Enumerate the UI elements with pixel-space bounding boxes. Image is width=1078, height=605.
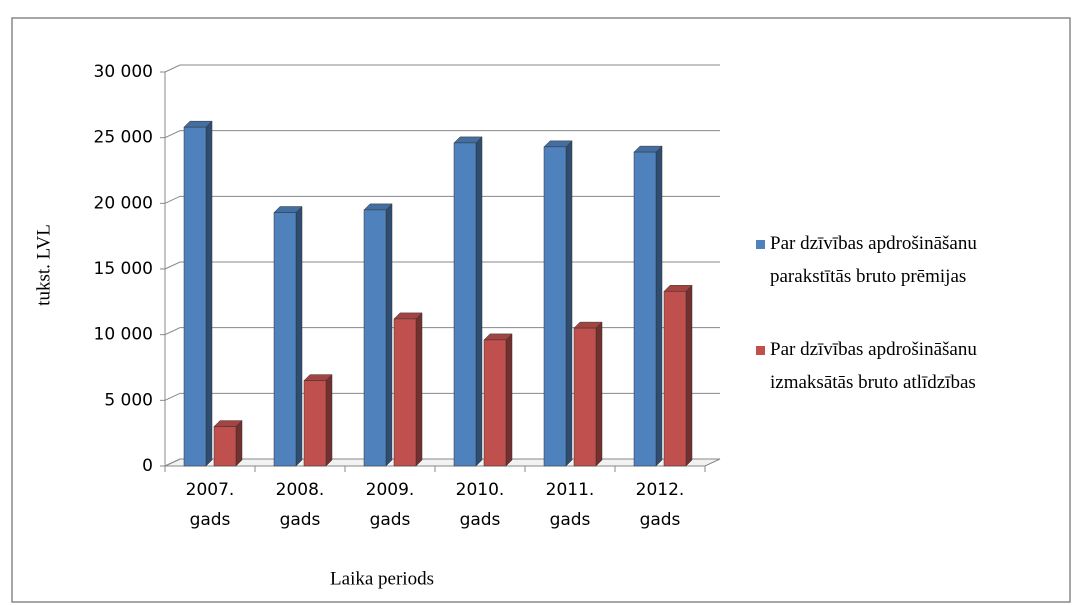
bar <box>303 374 333 467</box>
legend-swatch <box>756 240 765 249</box>
bar <box>663 284 693 467</box>
x-axis-label: Laika periods <box>330 568 434 589</box>
bar-front <box>363 209 387 467</box>
bar-side <box>565 140 573 467</box>
grid-line <box>164 195 720 204</box>
y-tick-label: 30 000 <box>94 62 153 82</box>
grid-line <box>164 327 720 336</box>
bar-side <box>415 312 423 467</box>
bar-side <box>295 205 303 467</box>
y-tick-label: 25 000 <box>94 128 153 148</box>
bar-front <box>483 339 507 467</box>
x-tick-label: 2012. gads <box>636 480 685 530</box>
bar-side <box>235 419 243 467</box>
legend-label: Par dzīvības apdrošināšanu izmaksātās bru… <box>770 339 977 393</box>
bar <box>393 312 423 467</box>
y-axis-label: tukst. LVL <box>33 224 54 306</box>
bar-front <box>213 426 237 467</box>
bar <box>363 203 393 467</box>
x-tick-label: 2011. gads <box>546 480 595 530</box>
bar-side <box>325 374 333 467</box>
bar <box>453 136 483 467</box>
y-tick-label: 15 000 <box>94 259 153 279</box>
bar-front <box>393 318 417 467</box>
x-tick-label: 2007. gads <box>186 480 235 530</box>
bar-front <box>633 151 657 467</box>
y-tick-label: 10 000 <box>94 325 153 345</box>
bar <box>183 120 213 467</box>
bar-front <box>273 212 297 467</box>
legend-label: Par dzīvības apdrošināšanu parakstītās br… <box>770 233 977 287</box>
legend-swatch <box>756 346 765 355</box>
bar <box>273 205 303 467</box>
bar-side <box>205 120 213 467</box>
bar <box>543 140 573 467</box>
y-tick-label: 5 000 <box>104 390 153 410</box>
bar-side <box>685 284 693 467</box>
bar <box>573 321 603 467</box>
x-tick-label: 2008. gads <box>276 480 325 530</box>
grid-line <box>164 392 720 401</box>
bar-front <box>663 291 687 467</box>
grid-line <box>164 458 720 467</box>
x-tick-label: 2009. gads <box>366 480 415 530</box>
y-tick-label: 0 <box>142 456 153 476</box>
bar-front <box>183 126 207 467</box>
bar-front <box>303 380 327 467</box>
bar <box>483 333 513 467</box>
bar-side <box>505 333 513 467</box>
bar-front <box>573 327 597 467</box>
bar-front <box>453 142 477 467</box>
chart-frame <box>11 17 1071 603</box>
bar-side <box>595 321 603 467</box>
bar-side <box>475 136 483 467</box>
x-tick-label: 2010. gads <box>456 480 505 530</box>
bar-front <box>543 146 567 467</box>
grid-line <box>164 261 720 270</box>
grid-line <box>164 64 720 73</box>
bar <box>633 145 663 467</box>
bar-side <box>655 145 663 467</box>
y-tick-label: 20 000 <box>94 193 153 213</box>
bar-side <box>385 203 393 467</box>
grid-line <box>164 130 720 139</box>
bar <box>213 419 243 467</box>
